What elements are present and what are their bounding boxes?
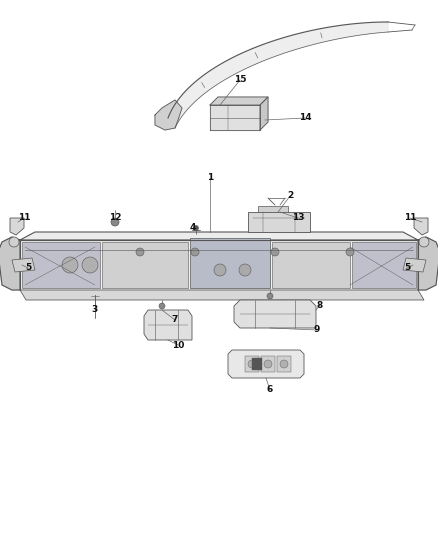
Polygon shape xyxy=(20,290,424,300)
Text: 15: 15 xyxy=(234,76,246,85)
Circle shape xyxy=(62,257,78,273)
Polygon shape xyxy=(155,100,182,130)
Polygon shape xyxy=(102,242,188,288)
Text: 11: 11 xyxy=(18,214,30,222)
Circle shape xyxy=(9,237,19,247)
Text: 2: 2 xyxy=(287,191,293,200)
Polygon shape xyxy=(234,300,316,328)
Text: 8: 8 xyxy=(317,301,323,310)
Polygon shape xyxy=(20,240,418,290)
Circle shape xyxy=(82,257,98,273)
Circle shape xyxy=(248,360,256,368)
Polygon shape xyxy=(20,232,418,240)
Polygon shape xyxy=(272,242,350,288)
Polygon shape xyxy=(210,97,268,105)
Text: 11: 11 xyxy=(404,214,416,222)
Text: 13: 13 xyxy=(292,214,304,222)
Text: 6: 6 xyxy=(267,385,273,394)
Text: 10: 10 xyxy=(172,341,184,350)
Circle shape xyxy=(159,303,165,309)
Polygon shape xyxy=(277,356,291,372)
Polygon shape xyxy=(22,242,100,288)
Polygon shape xyxy=(414,218,428,235)
Circle shape xyxy=(267,293,273,299)
Circle shape xyxy=(214,264,226,276)
Circle shape xyxy=(280,360,288,368)
Text: 7: 7 xyxy=(172,316,178,325)
Polygon shape xyxy=(168,22,388,128)
Polygon shape xyxy=(12,258,35,272)
Circle shape xyxy=(346,248,354,256)
Circle shape xyxy=(271,248,279,256)
Circle shape xyxy=(191,248,199,256)
Text: 12: 12 xyxy=(109,214,121,222)
Polygon shape xyxy=(210,105,260,130)
Circle shape xyxy=(264,360,272,368)
Polygon shape xyxy=(258,206,288,212)
Text: 14: 14 xyxy=(299,114,311,123)
Circle shape xyxy=(239,264,251,276)
Polygon shape xyxy=(190,238,270,288)
Polygon shape xyxy=(245,356,259,372)
Polygon shape xyxy=(248,212,310,232)
Text: 4: 4 xyxy=(190,223,196,232)
Circle shape xyxy=(194,225,198,230)
Polygon shape xyxy=(418,237,438,290)
Polygon shape xyxy=(0,237,20,290)
Circle shape xyxy=(111,218,119,226)
Text: 5: 5 xyxy=(25,263,31,272)
Text: 9: 9 xyxy=(314,326,320,335)
Text: 3: 3 xyxy=(92,305,98,314)
Polygon shape xyxy=(10,218,24,235)
Polygon shape xyxy=(228,350,304,378)
Polygon shape xyxy=(403,258,426,272)
Polygon shape xyxy=(352,242,416,288)
Circle shape xyxy=(419,237,429,247)
Circle shape xyxy=(136,248,144,256)
Text: 5: 5 xyxy=(404,263,410,272)
Polygon shape xyxy=(261,356,275,372)
Polygon shape xyxy=(144,310,192,340)
Polygon shape xyxy=(260,97,268,130)
Text: 1: 1 xyxy=(207,174,213,182)
Polygon shape xyxy=(252,358,262,370)
